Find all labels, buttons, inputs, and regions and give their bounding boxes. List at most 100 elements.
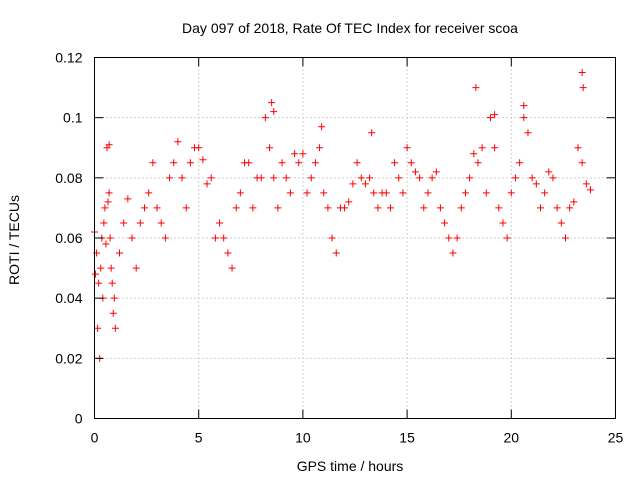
y-tick-label: 0.04 bbox=[55, 290, 82, 306]
data-point bbox=[299, 150, 307, 158]
y-tick-label: 0.08 bbox=[55, 170, 82, 186]
data-point bbox=[449, 249, 457, 257]
data-point bbox=[349, 180, 357, 188]
data-point bbox=[270, 174, 278, 182]
data-point bbox=[316, 144, 324, 152]
data-point bbox=[199, 156, 207, 164]
data-point bbox=[399, 189, 407, 197]
data-point bbox=[370, 189, 378, 197]
data-point bbox=[420, 204, 428, 212]
data-point bbox=[532, 180, 540, 188]
data-point bbox=[424, 189, 432, 197]
data-point bbox=[391, 159, 399, 167]
x-tick-label: 25 bbox=[608, 430, 624, 446]
data-point bbox=[203, 180, 211, 188]
data-point bbox=[105, 141, 113, 149]
data-point bbox=[345, 198, 353, 206]
data-point bbox=[432, 168, 440, 176]
data-point bbox=[436, 204, 444, 212]
data-point bbox=[92, 270, 100, 278]
data-point bbox=[274, 204, 282, 212]
data-point bbox=[428, 174, 436, 182]
y-tick-label: 0.12 bbox=[55, 50, 82, 66]
data-point bbox=[503, 234, 511, 242]
data-point bbox=[578, 69, 586, 77]
data-point bbox=[236, 189, 244, 197]
data-point bbox=[106, 234, 114, 242]
data-point bbox=[486, 114, 494, 122]
data-point bbox=[461, 189, 469, 197]
x-tick-label: 5 bbox=[195, 430, 203, 446]
x-tick-label: 15 bbox=[399, 430, 415, 446]
data-point bbox=[545, 168, 553, 176]
data-point bbox=[407, 159, 415, 167]
data-point bbox=[382, 189, 390, 197]
data-point bbox=[110, 294, 118, 302]
x-tick-label: 20 bbox=[504, 430, 520, 446]
data-point bbox=[368, 129, 376, 137]
data-point bbox=[361, 180, 369, 188]
data-point bbox=[94, 324, 102, 332]
data-point bbox=[570, 198, 578, 206]
data-point bbox=[207, 174, 215, 182]
data-point bbox=[295, 159, 303, 167]
data-point bbox=[257, 174, 265, 182]
data-point bbox=[566, 204, 574, 212]
chart-title: Day 097 of 2018, Rate Of TEC Index for r… bbox=[182, 20, 518, 36]
data-point bbox=[100, 219, 108, 227]
data-point bbox=[141, 204, 149, 212]
data-point bbox=[232, 204, 240, 212]
x-tick-label: 10 bbox=[295, 430, 311, 446]
data-point bbox=[478, 144, 486, 152]
data-point bbox=[499, 219, 507, 227]
data-point bbox=[441, 219, 449, 227]
data-point bbox=[516, 159, 524, 167]
data-point bbox=[318, 123, 326, 131]
data-point bbox=[341, 204, 349, 212]
data-point bbox=[166, 174, 174, 182]
data-point bbox=[157, 219, 165, 227]
data-point bbox=[120, 219, 128, 227]
data-point bbox=[116, 249, 124, 257]
data-point bbox=[586, 186, 594, 194]
data-point bbox=[149, 159, 157, 167]
data-point bbox=[145, 189, 153, 197]
data-point bbox=[411, 168, 419, 176]
data-point bbox=[182, 204, 190, 212]
data-point bbox=[216, 219, 224, 227]
data-point bbox=[395, 174, 403, 182]
data-point bbox=[286, 189, 294, 197]
data-point bbox=[211, 234, 219, 242]
data-point bbox=[416, 174, 424, 182]
data-point bbox=[174, 138, 182, 146]
data-point bbox=[224, 249, 232, 257]
y-tick-label: 0.02 bbox=[55, 350, 82, 366]
data-point bbox=[324, 204, 332, 212]
x-axis-label: GPS time / hours bbox=[297, 458, 404, 474]
data-point bbox=[132, 264, 140, 272]
y-tick-label: 0 bbox=[75, 411, 83, 427]
data-point bbox=[270, 108, 278, 116]
data-point bbox=[578, 159, 586, 167]
axis-ticks: 0 0.02 0.04 0.06 0.08 0.1 0.12 0 5 10 15 20 25 bbox=[55, 50, 623, 446]
data-point bbox=[549, 174, 557, 182]
data-point bbox=[474, 159, 482, 167]
grid-lines bbox=[94, 57, 616, 419]
data-point bbox=[249, 204, 257, 212]
data-point bbox=[111, 324, 119, 332]
data-point bbox=[332, 249, 340, 257]
x-tick-label: 0 bbox=[91, 430, 99, 446]
data-point bbox=[357, 174, 365, 182]
data-point bbox=[561, 234, 569, 242]
data-point bbox=[524, 129, 532, 137]
data-point bbox=[328, 234, 336, 242]
data-point bbox=[457, 204, 465, 212]
data-point bbox=[320, 189, 328, 197]
data-point bbox=[268, 99, 276, 107]
data-point bbox=[220, 234, 228, 242]
data-point bbox=[95, 279, 103, 287]
data-point bbox=[291, 150, 299, 158]
data-point bbox=[491, 111, 499, 119]
data-point bbox=[574, 144, 582, 152]
